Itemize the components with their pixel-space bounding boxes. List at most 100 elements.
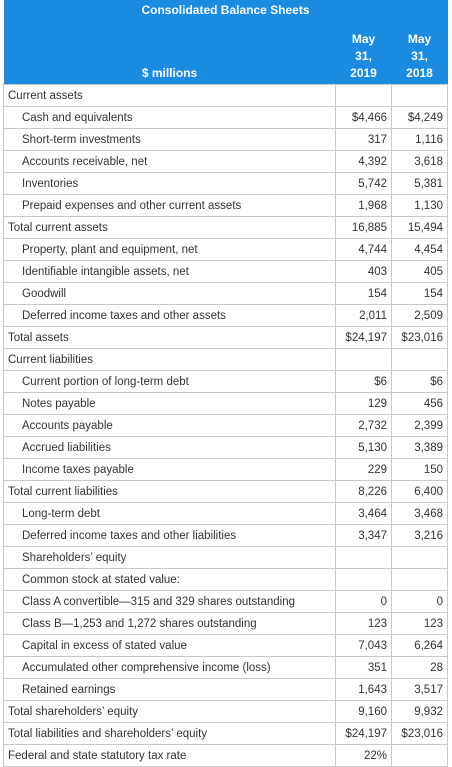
row-label: Goodwill <box>3 282 336 305</box>
table-row: Inventories 5,742 5,381 <box>3 172 448 195</box>
row-label: Current liabilities <box>3 348 336 371</box>
value-2018 <box>391 568 448 591</box>
value-2018 <box>391 84 448 107</box>
row-label: Total current liabilities <box>3 480 336 503</box>
value-2018: $23,016 <box>391 722 448 745</box>
row-label: Notes payable <box>3 392 336 415</box>
value-2019: 2,732 <box>335 414 392 437</box>
value-2019: 351 <box>335 656 392 679</box>
value-2018: 3,618 <box>391 150 448 173</box>
value-2018: 2,399 <box>391 414 448 437</box>
units-label: $ millions <box>3 25 336 85</box>
column-header-2019: May 31, 2019 <box>335 25 392 85</box>
value-2018: 5,381 <box>391 172 448 195</box>
value-2018: 9,932 <box>391 700 448 723</box>
value-2019: 229 <box>335 458 392 481</box>
value-2018: 150 <box>391 458 448 481</box>
value-2018: 154 <box>391 282 448 305</box>
table-row: Class B—1,253 and 1,272 shares outstandi… <box>3 612 448 635</box>
table-row: Notes payable 129 456 <box>3 392 448 415</box>
value-2019: 4,392 <box>335 150 392 173</box>
row-label: Federal and state statutory tax rate <box>3 744 336 767</box>
row-label: Property, plant and equipment, net <box>3 238 336 261</box>
table-row: Long-term debt 3,464 3,468 <box>3 502 448 525</box>
row-label: Class B—1,253 and 1,272 shares outstandi… <box>3 612 336 635</box>
row-label: Accumulated other comprehensive income (… <box>3 656 336 679</box>
value-2018: 1,116 <box>391 128 448 151</box>
value-2019: 16,885 <box>335 216 392 239</box>
value-2018 <box>391 546 448 569</box>
balance-sheet-table: Consolidated Balance Sheets $ millions M… <box>3 0 448 767</box>
value-2019 <box>335 84 392 107</box>
value-2018: 28 <box>391 656 448 679</box>
row-label: Identifiable intangible assets, net <box>3 260 336 283</box>
row-label: Deferred income taxes and other assets <box>3 304 336 327</box>
value-2019: $6 <box>335 370 392 393</box>
value-2019 <box>335 546 392 569</box>
table-row: Short-term investments 317 1,116 <box>3 128 448 151</box>
value-2018: 456 <box>391 392 448 415</box>
col-2018-month: May <box>407 32 432 46</box>
value-2018: 4,454 <box>391 238 448 261</box>
table-row: Total shareholders’ equity 9,160 9,932 <box>3 700 448 723</box>
table-row: Property, plant and equipment, net 4,744 4… <box>3 238 448 261</box>
value-2019: 9,160 <box>335 700 392 723</box>
table-row: Cash and equivalents $4,466 $4,249 <box>3 106 448 129</box>
table-row: Total current liabilities 8,226 6,400 <box>3 480 448 503</box>
row-label: Total shareholders’ equity <box>3 700 336 723</box>
col-2019-month: May <box>351 32 376 46</box>
value-2018: 3,216 <box>391 524 448 547</box>
value-2019: 317 <box>335 128 392 151</box>
value-2018 <box>391 744 448 767</box>
value-2019: 1,968 <box>335 194 392 217</box>
row-label: Current portion of long-term debt <box>3 370 336 393</box>
row-label: Accounts receivable, net <box>3 150 336 173</box>
table-row: Identifiable intangible assets, net 403 40… <box>3 260 448 283</box>
table-row: Shareholders’ equity <box>3 546 448 569</box>
value-2019: 3,347 <box>335 524 392 547</box>
row-label: Income taxes payable <box>3 458 336 481</box>
table-header: Consolidated Balance Sheets $ millions M… <box>3 0 448 85</box>
value-2018: 3,468 <box>391 502 448 525</box>
col-2018-year: 2018 <box>406 66 433 80</box>
value-2019: 5,130 <box>335 436 392 459</box>
row-label: Long-term debt <box>3 502 336 525</box>
row-label: Current assets <box>3 84 336 107</box>
row-label: Inventories <box>3 172 336 195</box>
column-header-2018: May 31, 2018 <box>391 25 448 85</box>
value-2019: 3,464 <box>335 502 392 525</box>
value-2019 <box>335 568 392 591</box>
value-2019 <box>335 348 392 371</box>
value-2019: 4,744 <box>335 238 392 261</box>
row-label: Prepaid expenses and other current asset… <box>3 194 336 217</box>
table-row: Current liabilities <box>3 348 448 371</box>
value-2018: $23,016 <box>391 326 448 349</box>
row-label: Cash and equivalents <box>3 106 336 129</box>
value-2019: $4,466 <box>335 106 392 129</box>
col-2019-year: 2019 <box>350 66 377 80</box>
value-2019: 5,742 <box>335 172 392 195</box>
balance-sheet: Consolidated Balance Sheets $ millions M… <box>3 0 448 767</box>
value-2019: $24,197 <box>335 722 392 745</box>
value-2018: 3,389 <box>391 436 448 459</box>
table-row: Current portion of long-term debt $6 $6 <box>3 370 448 393</box>
value-2019: 123 <box>335 612 392 635</box>
table-row: Total liabilities and shareholders’ equi… <box>3 722 448 745</box>
table-row: Deferred income taxes and other assets 2,… <box>3 304 448 327</box>
value-2018: $6 <box>391 370 448 393</box>
value-2018: 15,494 <box>391 216 448 239</box>
value-2018: 0 <box>391 590 448 613</box>
table-row: Common stock at stated value: <box>3 568 448 591</box>
value-2018: 1,130 <box>391 194 448 217</box>
table-row: Current assets <box>3 84 448 107</box>
table-row: Goodwill 154 154 <box>3 282 448 305</box>
row-label: Accounts payable <box>3 414 336 437</box>
table-row: Prepaid expenses and other current asset… <box>3 194 448 217</box>
value-2018: $4,249 <box>391 106 448 129</box>
value-2018: 6,264 <box>391 634 448 657</box>
row-label: Total assets <box>3 326 336 349</box>
value-2019: 1,643 <box>335 678 392 701</box>
table-row: Capital in excess of stated value 7,043 6,… <box>3 634 448 657</box>
col-2019-day: 31, <box>355 49 372 63</box>
table-row: Income taxes payable 229 150 <box>3 458 448 481</box>
